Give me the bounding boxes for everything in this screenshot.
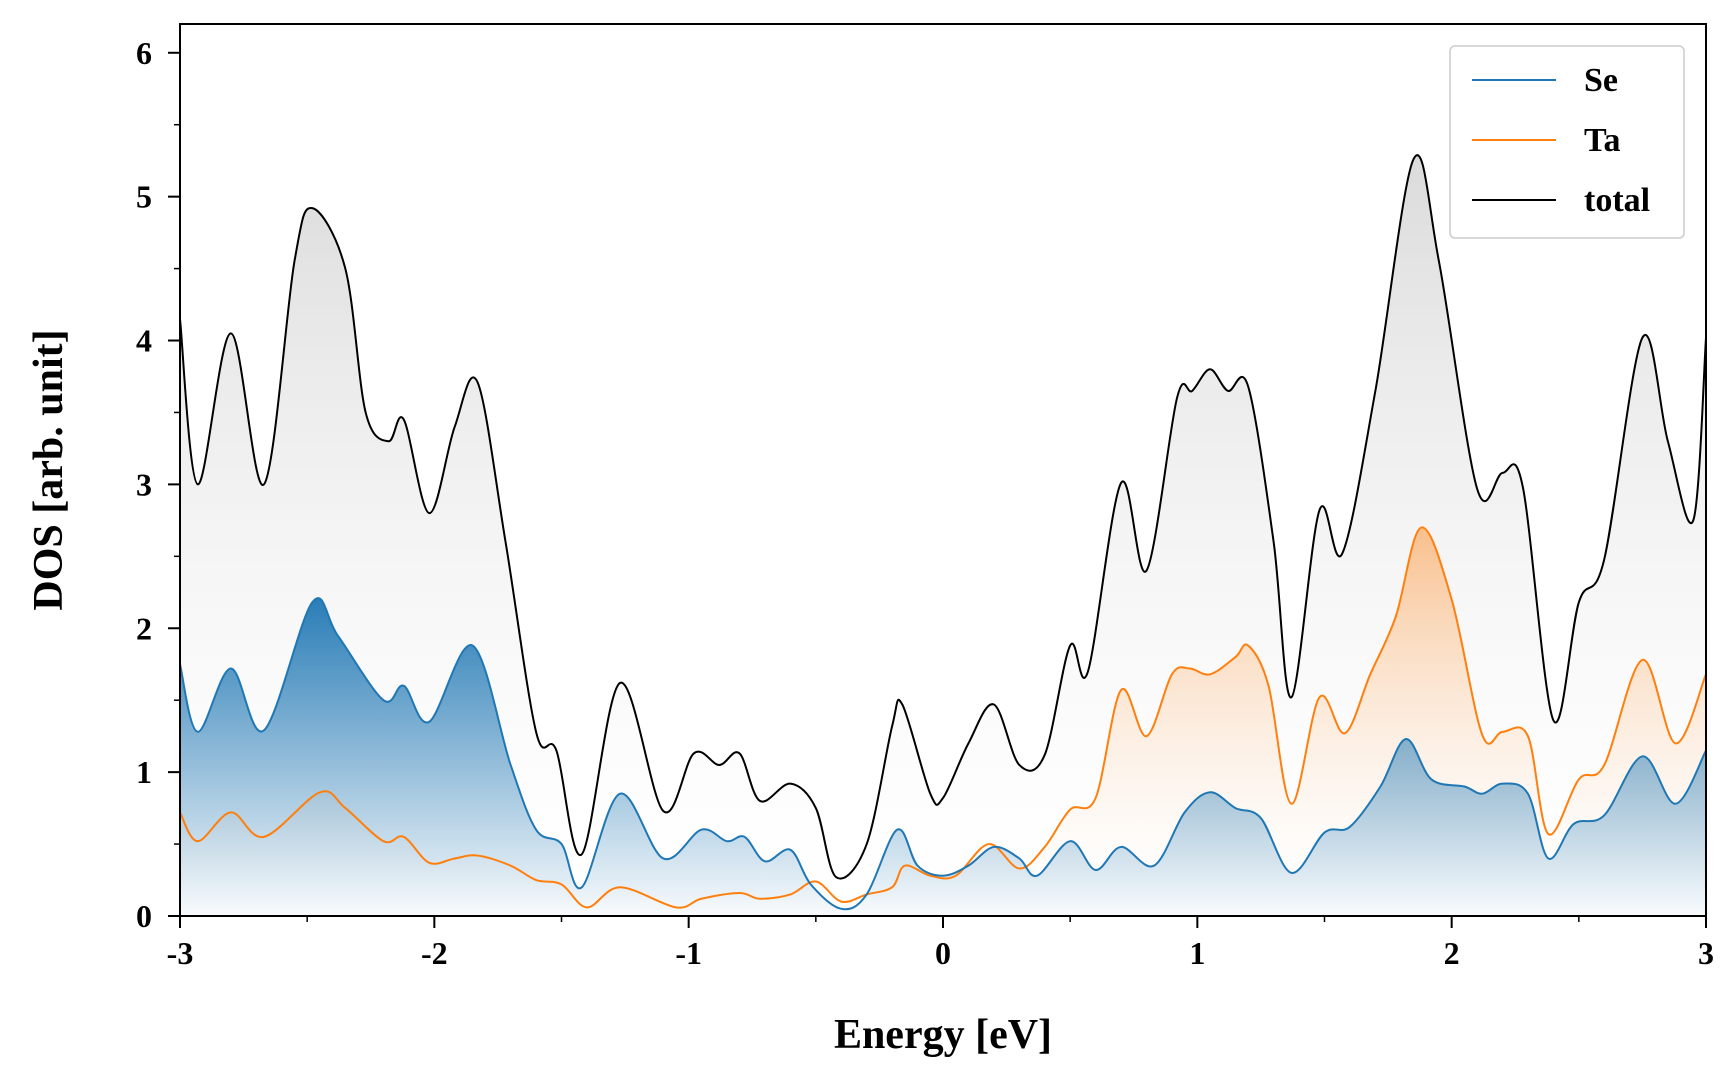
y-tick-label: 6 [136, 35, 152, 71]
series-fill-ta [180, 527, 1706, 916]
x-tick-label: 0 [935, 935, 951, 971]
x-tick-label: 1 [1189, 935, 1205, 971]
legend-label-total: total [1584, 182, 1650, 219]
y-tick-label: 2 [136, 610, 152, 646]
x-tick-label: -2 [421, 935, 448, 971]
x-tick-label: -3 [167, 935, 194, 971]
series-fill-se [180, 598, 1706, 916]
y-axis-ticks: 0 1 2 3 4 5 6 [136, 35, 180, 934]
series-line-total [180, 154, 1706, 880]
x-tick-label: 3 [1698, 935, 1714, 971]
series-line-ta [180, 526, 1706, 909]
legend: Se Ta total [1449, 45, 1685, 239]
series-lines [180, 154, 1706, 911]
x-axis-title: Energy [eV] [834, 1012, 1052, 1058]
y-tick-label: 0 [136, 898, 152, 934]
legend-box [1449, 45, 1685, 239]
legend-label-ta: Ta [1584, 122, 1621, 159]
y-tick-label: 4 [136, 323, 152, 359]
x-axis-ticks: -3 -2 -1 0 1 2 3 [167, 916, 1714, 971]
y-tick-label: 3 [136, 466, 152, 502]
area-fills [180, 155, 1706, 916]
x-tick-label: -1 [675, 935, 702, 971]
legend-label-se: Se [1584, 62, 1618, 99]
series-line-se [180, 597, 1706, 911]
y-tick-label: 1 [136, 754, 152, 790]
x-tick-label: 2 [1444, 935, 1460, 971]
y-tick-label: 5 [136, 179, 152, 215]
y-axis-title: DOS [arb. unit] [26, 329, 72, 610]
